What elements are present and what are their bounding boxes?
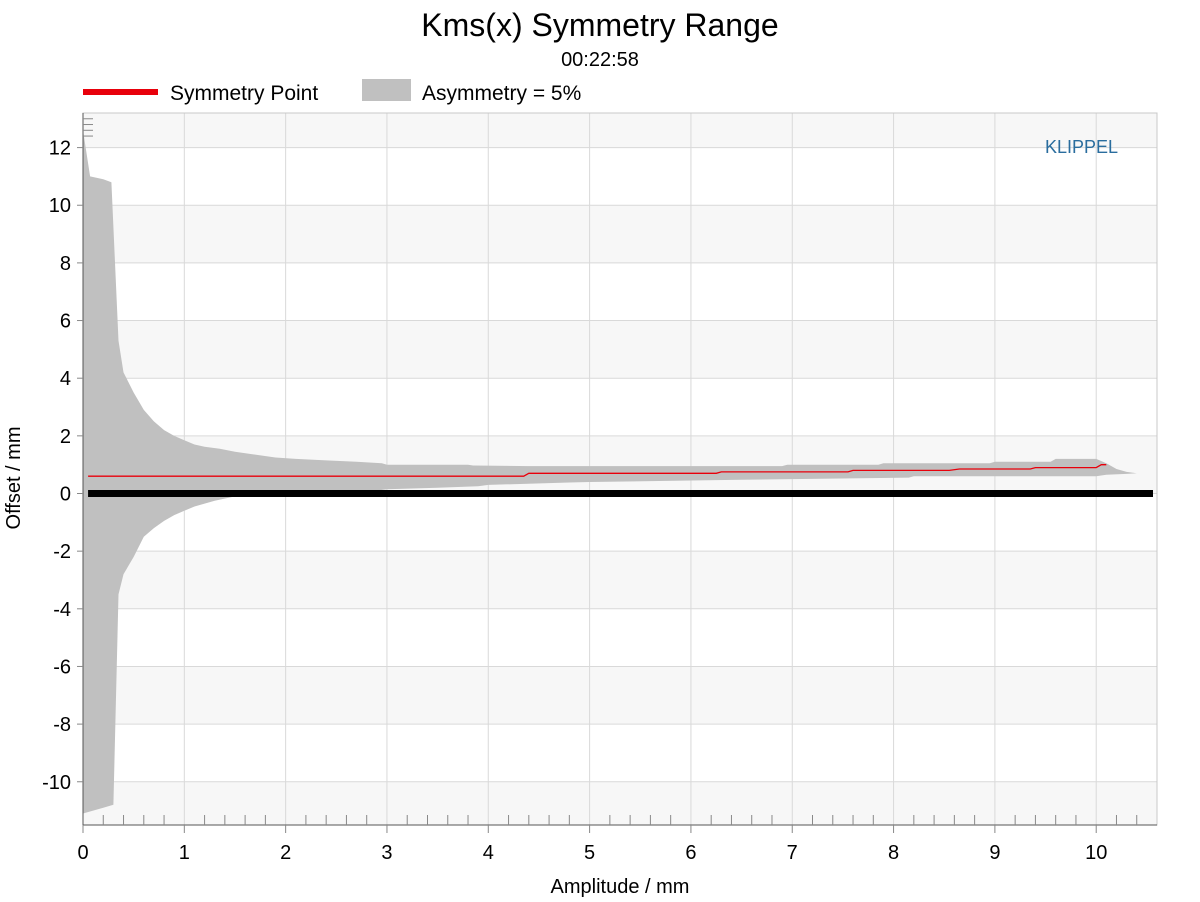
y-tick-label: 12 — [49, 138, 71, 160]
x-tick-label: 10 — [1085, 842, 1107, 864]
x-tick-label: 2 — [280, 842, 291, 864]
x-tick-label: 1 — [179, 842, 190, 864]
y-tick-label: 10 — [49, 195, 71, 217]
plot-stripe — [83, 551, 1157, 609]
chart-title: Kms(x) Symmetry Range — [421, 7, 778, 43]
legend-symmetry-swatch — [83, 89, 158, 95]
asymmetry-band-area — [83, 130, 1137, 814]
asymmetry-band — [83, 130, 1137, 814]
symmetry-point-line — [88, 464, 1107, 477]
plot-stripe — [83, 781, 1157, 825]
watermark: KLIPPEL — [1045, 137, 1118, 157]
chart-subtitle: 00:22:58 — [561, 49, 639, 71]
y-axis-label: Offset / mm — [3, 427, 25, 530]
x-tick-label: 5 — [584, 842, 595, 864]
plot-stripe — [83, 113, 1157, 148]
y-tick-label: -4 — [53, 599, 71, 621]
legend: Symmetry Point Asymmetry = 5% — [83, 79, 581, 105]
y-axis-ticks: -10 -8 -6 -4 -2 0 2 4 6 8 10 12 — [42, 118, 93, 794]
y-tick-label: 6 — [60, 311, 71, 333]
x-axis-label: Amplitude / mm — [551, 876, 690, 898]
x-tick-label: 4 — [483, 842, 494, 864]
y-tick-label: -2 — [53, 541, 71, 563]
y-tick-label: 8 — [60, 253, 71, 275]
x-tick-label: 0 — [77, 842, 88, 864]
y-tick-label: -6 — [53, 656, 71, 678]
x-axis-ticks: 0 1 2 3 4 5 6 7 8 9 10 — [77, 815, 1138, 864]
x-tick-label: 6 — [685, 842, 696, 864]
plot-stripe — [83, 666, 1157, 725]
x-tick-label: 9 — [989, 842, 1000, 864]
plot-frame — [82, 112, 1158, 826]
y-tick-label: -8 — [53, 714, 71, 736]
y-tick-label: 4 — [60, 368, 71, 390]
plot-stripe — [83, 205, 1157, 263]
x-tick-label: 3 — [381, 842, 392, 864]
y-tick-label: 2 — [60, 426, 71, 448]
plot-stripe — [83, 320, 1157, 379]
legend-asymmetry-label: Asymmetry = 5% — [422, 82, 581, 105]
x-tick-label: 7 — [787, 842, 798, 864]
y-tick-label: 0 — [60, 484, 71, 506]
legend-asymmetry-swatch — [362, 79, 411, 101]
y-tick-label: -10 — [42, 772, 71, 794]
x-tick-label: 8 — [888, 842, 899, 864]
legend-symmetry-label: Symmetry Point — [170, 82, 318, 105]
symmetry-point-series — [88, 464, 1107, 477]
